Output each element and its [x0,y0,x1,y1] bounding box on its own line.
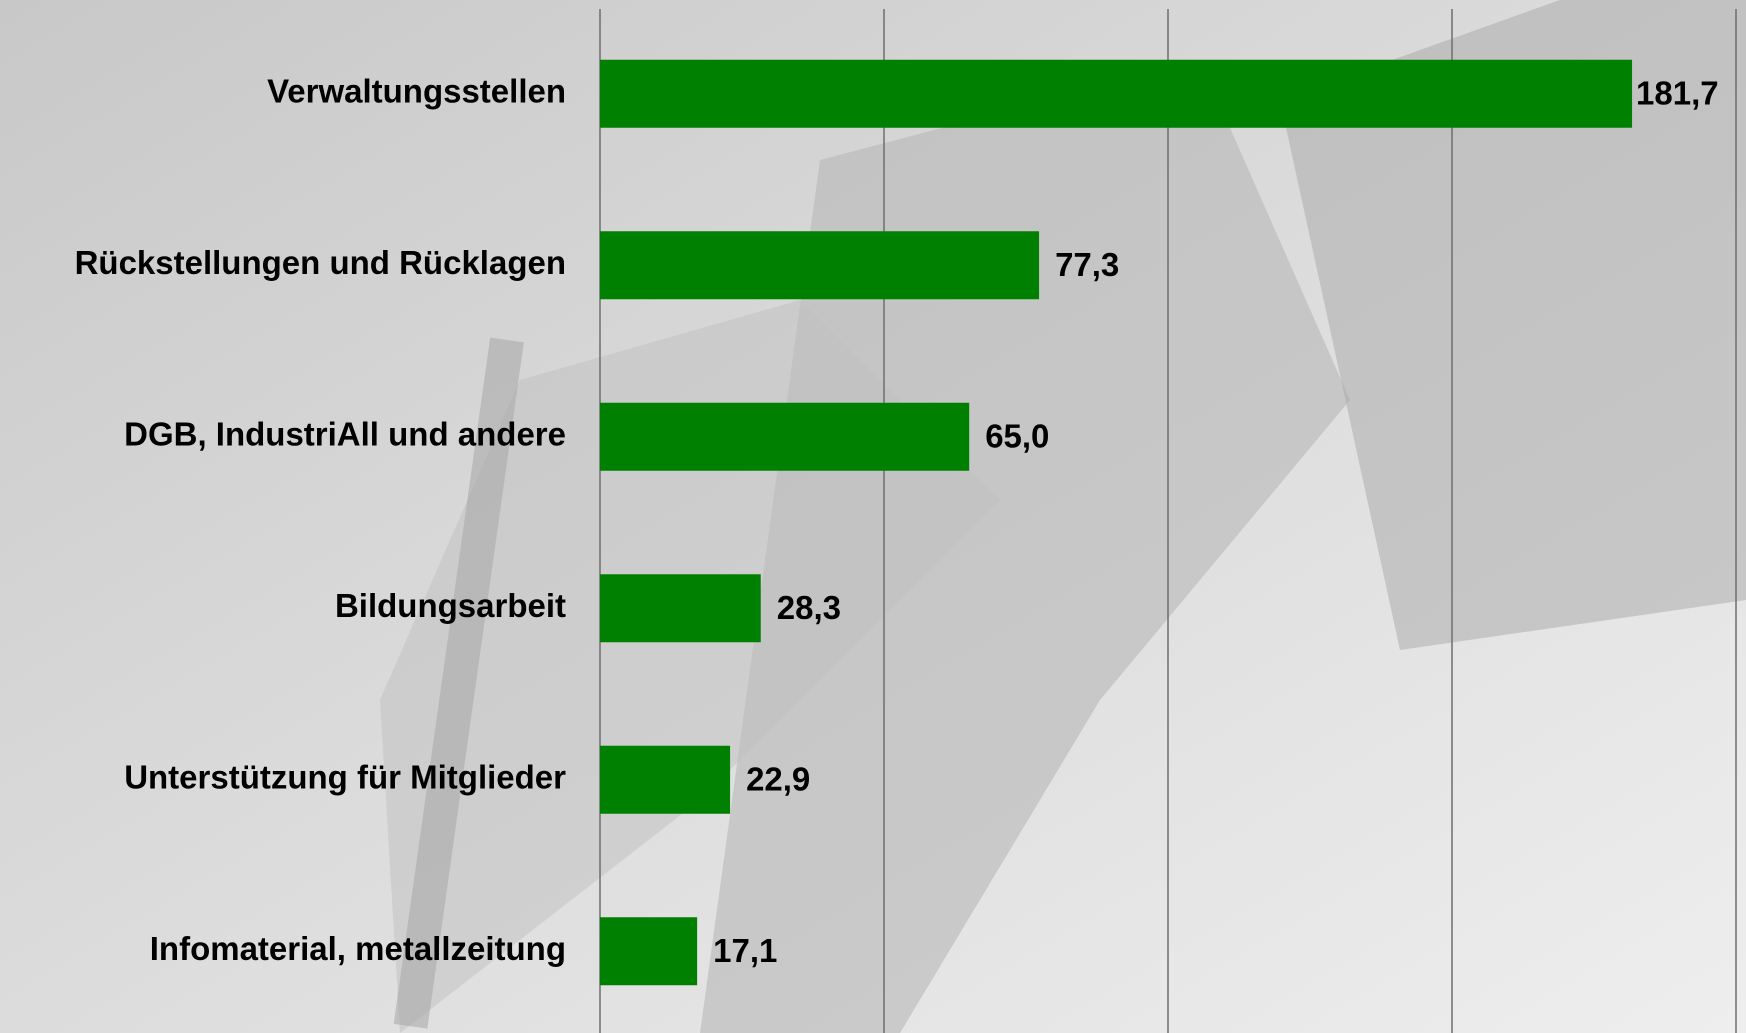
y-tick-label: Rückstellungen und Rücklagen [75,244,566,281]
bar [600,745,731,814]
y-tick-label: Verwaltungsstellen [267,72,566,109]
data-label: 17,1 [713,932,777,969]
data-label: 22,9 [746,760,810,797]
data-label: 65,0 [985,417,1049,454]
bar [600,59,1633,128]
y-tick-label: DGB, IndustriAll und andere [124,415,566,452]
background-flag [1280,0,1746,650]
background-flag [700,60,1350,1033]
bar [600,574,761,643]
data-label: 77,3 [1055,246,1119,283]
bar [600,917,698,986]
background-flag [380,300,1000,1033]
y-tick-label: Bildungsarbeit [335,587,566,624]
data-label: 181,7 [1636,74,1719,111]
bar [600,231,1040,300]
bar [600,402,970,471]
y-tick-label: Infomaterial, metallzeitung [150,930,566,967]
background-pole [393,337,524,1029]
y-tick-label: Unterstützung für Mitglieder [124,758,566,795]
data-label: 28,3 [777,589,841,626]
